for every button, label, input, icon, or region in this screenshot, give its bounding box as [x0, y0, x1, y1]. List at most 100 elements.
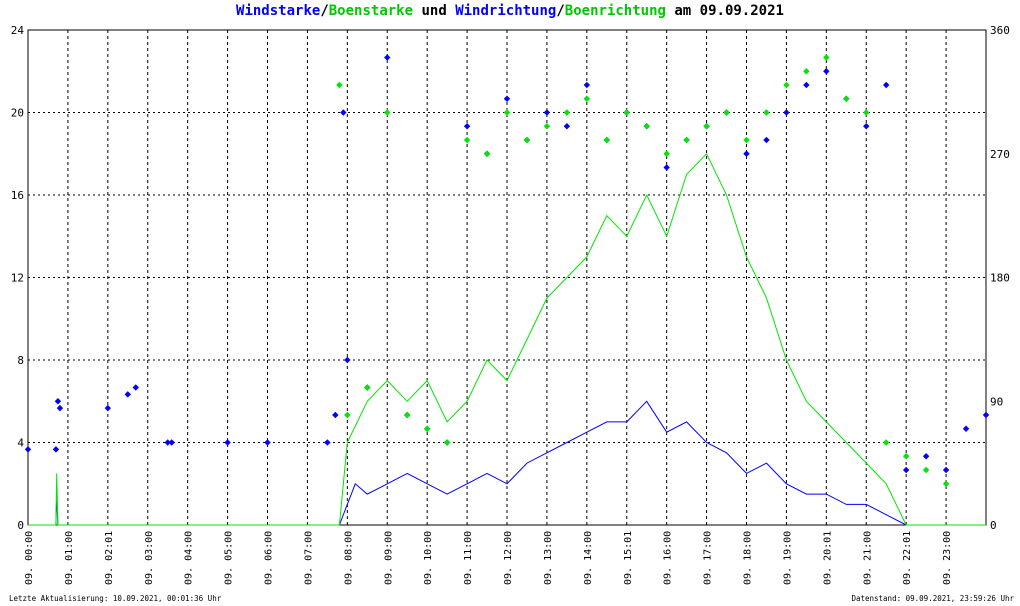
- point-boenrichtung-18: [683, 136, 690, 144]
- title-windstarke: Windstarke: [236, 3, 321, 19]
- footer-last-update: Letzte Aktualisierung: 10.09.2021, 00:01…: [9, 594, 222, 603]
- xtick-5: 09. 05:00: [224, 531, 235, 585]
- point-windrichtung-43: [922, 453, 930, 460]
- point-boenrichtung-21: [743, 136, 750, 144]
- title-date: am 09.09.2021: [665, 3, 784, 19]
- xtick-1: 09. 01:00: [64, 531, 75, 585]
- xtick-14: 09. 14:00: [583, 531, 594, 585]
- point-windrichtung-3: [56, 404, 64, 412]
- title-sep1: /: [320, 3, 329, 19]
- point-boenrichtung-22: [763, 109, 770, 116]
- ytick-left-2: 8: [17, 354, 24, 367]
- point-windrichtung-13: [340, 109, 347, 116]
- point-boenrichtung-23: [783, 81, 790, 89]
- xtick-13: 09. 13:00: [543, 531, 554, 585]
- point-boenrichtung-29: [902, 453, 910, 460]
- title-und: und: [413, 3, 456, 19]
- point-boenrichtung-2: [364, 384, 371, 391]
- point-boenrichtung-25: [823, 54, 830, 61]
- footer-data-status: Datenstand: 09.09.2021, 23:59:26 Uhr: [851, 594, 1014, 603]
- point-boenrichtung-24: [803, 68, 810, 75]
- xtick-7: 09. 07:00: [303, 531, 314, 585]
- point-boenrichtung-11: [543, 123, 551, 130]
- point-boenrichtung-19: [703, 123, 710, 130]
- point-windrichtung-2: [54, 398, 62, 405]
- point-windrichtung-11: [324, 439, 331, 446]
- series-line-boenstarke: [28, 152, 986, 526]
- point-windrichtung-12: [332, 411, 339, 419]
- ytick-left-3: 12: [11, 272, 24, 285]
- ytick-right-2: 180: [990, 272, 1010, 285]
- point-windrichtung-22: [503, 95, 511, 102]
- ytick-right-0: 0: [990, 519, 997, 532]
- point-windrichtung-37: [803, 81, 810, 89]
- point-windrichtung-36: [783, 109, 790, 116]
- point-windrichtung-24: [543, 109, 551, 116]
- point-windrichtung-20: [463, 123, 471, 130]
- point-boenrichtung-5: [423, 425, 431, 432]
- xtick-22: 09. 22:01: [902, 531, 913, 585]
- xtick-2: 09. 02:01: [104, 531, 115, 585]
- point-windrichtung-30: [663, 164, 670, 171]
- xtick-20: 09. 20:01: [822, 531, 833, 585]
- point-boenrichtung-6: [443, 439, 451, 446]
- xtick-17: 09. 17:00: [703, 531, 714, 585]
- point-boenrichtung-20: [723, 109, 730, 116]
- xtick-11: 09. 11:00: [463, 531, 474, 585]
- point-windrichtung-4: [104, 404, 112, 412]
- point-windrichtung-45: [962, 425, 970, 432]
- xtick-8: 09. 08:00: [343, 531, 354, 585]
- point-windrichtung-5: [124, 391, 131, 398]
- xtick-6: 09. 06:00: [264, 531, 275, 585]
- point-boenrichtung-16: [643, 123, 650, 130]
- point-windrichtung-40: [863, 123, 870, 130]
- point-windrichtung-16: [384, 54, 391, 61]
- point-boenrichtung-13: [583, 95, 591, 102]
- point-boenrichtung-17: [663, 150, 670, 157]
- chart-title: Windstarke/Boenstarke und Windrichtung/B…: [0, 3, 1020, 19]
- point-boenrichtung-31: [942, 480, 950, 487]
- point-windrichtung-42: [902, 466, 910, 474]
- point-windrichtung-6: [132, 384, 139, 391]
- title-boenrichtung: Boenrichtung: [564, 3, 666, 19]
- point-windrichtung-46: [982, 411, 990, 419]
- title-windrichtung: Windrichtung: [455, 3, 557, 19]
- point-boenrichtung-10: [523, 136, 531, 144]
- xtick-12: 09. 12:00: [503, 531, 514, 585]
- point-boenrichtung-12: [563, 109, 571, 116]
- point-windrichtung-25: [563, 123, 571, 130]
- ytick-right-3: 270: [990, 148, 1010, 161]
- xtick-18: 09. 18:00: [743, 531, 754, 585]
- point-windrichtung-9: [224, 439, 231, 446]
- point-boenrichtung-8: [483, 150, 491, 157]
- point-windrichtung-26: [583, 81, 591, 89]
- ytick-right-4: 360: [990, 24, 1010, 37]
- ytick-left-5: 20: [11, 107, 24, 120]
- xtick-19: 09. 19:00: [782, 531, 793, 585]
- ytick-left-0: 0: [17, 519, 24, 532]
- point-windrichtung-0: [24, 446, 32, 453]
- point-windrichtung-10: [264, 439, 271, 446]
- point-boenrichtung-26: [843, 95, 850, 102]
- point-boenrichtung-30: [922, 466, 930, 474]
- xtick-10: 09. 10:00: [423, 531, 434, 585]
- plot-frame: [27, 29, 987, 526]
- title-sep2: /: [556, 3, 565, 19]
- point-windrichtung-14: [344, 356, 351, 364]
- point-boenrichtung-0: [336, 81, 343, 89]
- xtick-4: 09. 04:00: [184, 531, 195, 585]
- xtick-3: 09. 03:00: [144, 531, 155, 585]
- point-windrichtung-8: [168, 439, 175, 446]
- point-windrichtung-7: [164, 439, 171, 446]
- point-windrichtung-41: [883, 81, 890, 89]
- point-boenrichtung-1: [344, 411, 351, 419]
- xtick-16: 09. 16:00: [663, 531, 674, 585]
- point-boenrichtung-7: [463, 136, 471, 144]
- ytick-left-1: 4: [17, 437, 24, 450]
- point-boenrichtung-28: [883, 439, 890, 446]
- point-boenrichtung-27: [863, 109, 870, 116]
- ytick-left-4: 16: [11, 189, 24, 202]
- xtick-23: 09. 23:00: [942, 531, 953, 585]
